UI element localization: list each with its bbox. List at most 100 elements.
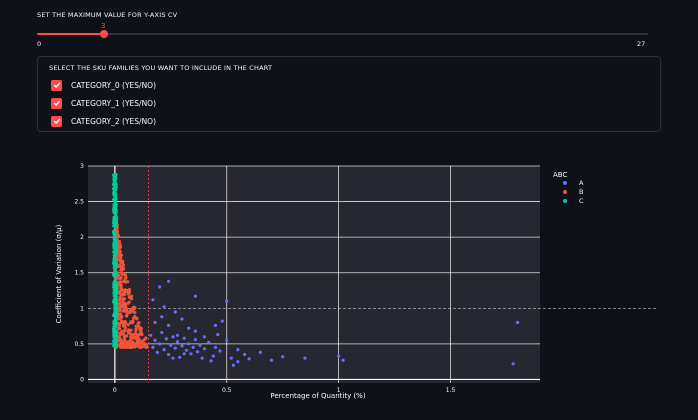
point-b [130, 336, 134, 340]
point-a [516, 320, 520, 325]
point-a [211, 354, 215, 358]
point-a [178, 355, 182, 359]
check-icon[interactable] [51, 97, 62, 109]
point-b [119, 289, 123, 293]
point-b [129, 297, 134, 301]
point-a [149, 333, 153, 337]
point-a [207, 340, 211, 344]
y-tick-label: 0 [80, 376, 84, 383]
point-c [112, 238, 116, 242]
point-c [115, 331, 119, 335]
point-b [134, 335, 138, 339]
point-b [134, 324, 138, 328]
point-a [341, 358, 345, 362]
point-b [137, 324, 141, 329]
point-a [171, 335, 175, 339]
point-b [118, 298, 122, 302]
category-1-checkbox[interactable]: CATEGORY_1 (YES/NO) [51, 97, 156, 109]
point-a [158, 342, 162, 346]
point-a [171, 356, 175, 360]
point-b [118, 277, 122, 281]
point-a [236, 360, 240, 364]
point-b [122, 344, 126, 348]
point-a [196, 350, 200, 354]
point-b [119, 305, 123, 309]
point-b [131, 340, 135, 344]
point-b [135, 317, 139, 321]
point-b [140, 339, 144, 343]
point-c [113, 318, 117, 322]
point-b [117, 317, 121, 321]
point-b [122, 297, 127, 301]
legend-item-c[interactable]: C [563, 197, 584, 205]
y-tick-label: 2.5 [74, 199, 84, 206]
point-b [121, 302, 125, 306]
point-b [140, 333, 144, 337]
point-c [112, 233, 117, 237]
point-a [167, 323, 171, 327]
point-b [133, 310, 137, 315]
point-b [118, 243, 122, 247]
point-a [209, 359, 213, 363]
point-a [175, 340, 180, 344]
point-b [127, 345, 131, 349]
point-b [140, 345, 144, 349]
point-a [225, 299, 229, 303]
point-a [281, 355, 285, 359]
check-icon[interactable] [51, 115, 62, 127]
sku-family-filter-label: SELECT THE SKU FAMILIES YOU WANT TO INCL… [49, 64, 273, 72]
point-c [113, 200, 117, 204]
point-c [112, 241, 116, 245]
slider-thumb[interactable] [100, 30, 108, 38]
legend-item-a[interactable]: A [563, 179, 584, 187]
point-a [182, 352, 186, 356]
legend-label-c: C [579, 197, 584, 205]
point-a [187, 326, 191, 330]
y-tick-label: 1 [80, 305, 84, 312]
cv-scatter-chart[interactable]: 0 0.5 1 1.5 0 0.5 1 1.5 2 2.5 3 Percentage of Qua… [46, 152, 658, 410]
point-a [200, 356, 204, 360]
point-a [182, 336, 186, 340]
point-b [130, 343, 134, 347]
point-b [134, 329, 138, 333]
point-b [136, 344, 140, 348]
legend-title: ABC [553, 171, 567, 179]
point-b [122, 335, 127, 339]
point-a [243, 352, 247, 357]
point-c [113, 280, 117, 284]
point-c [113, 298, 117, 302]
point-b [121, 263, 126, 267]
point-b [126, 292, 130, 296]
point-b [122, 293, 126, 297]
plot-background [88, 166, 540, 383]
x-tick-label: 1 [337, 387, 341, 394]
point-a [155, 350, 159, 354]
point-b [119, 256, 123, 260]
category-0-checkbox[interactable]: CATEGORY_0 (YES/NO) [51, 79, 156, 91]
point-c [114, 292, 118, 296]
point-a [167, 279, 171, 283]
point-c [115, 295, 119, 299]
y-axis-title: Coefficient of Variation (σ/μ) [55, 224, 63, 323]
y-tick-label: 0.5 [74, 341, 84, 348]
point-b [132, 305, 136, 309]
point-b [123, 328, 127, 332]
point-b [119, 268, 123, 272]
point-a [160, 330, 164, 335]
max-cv-slider[interactable]: 3 0 27 [37, 22, 648, 48]
point-c [112, 173, 116, 177]
point-b [127, 331, 131, 335]
legend-item-b[interactable]: B [563, 188, 583, 196]
check-icon[interactable] [51, 79, 62, 91]
point-a [180, 317, 184, 321]
point-c [112, 218, 116, 222]
point-b [116, 321, 120, 325]
point-c [113, 205, 117, 209]
slider-track[interactable] [37, 33, 648, 35]
point-b [143, 342, 147, 346]
category-2-checkbox[interactable]: CATEGORY_2 (YES/NO) [51, 115, 156, 127]
point-a [191, 345, 195, 349]
point-c [114, 224, 118, 228]
point-c [112, 211, 116, 215]
point-b [128, 310, 132, 315]
